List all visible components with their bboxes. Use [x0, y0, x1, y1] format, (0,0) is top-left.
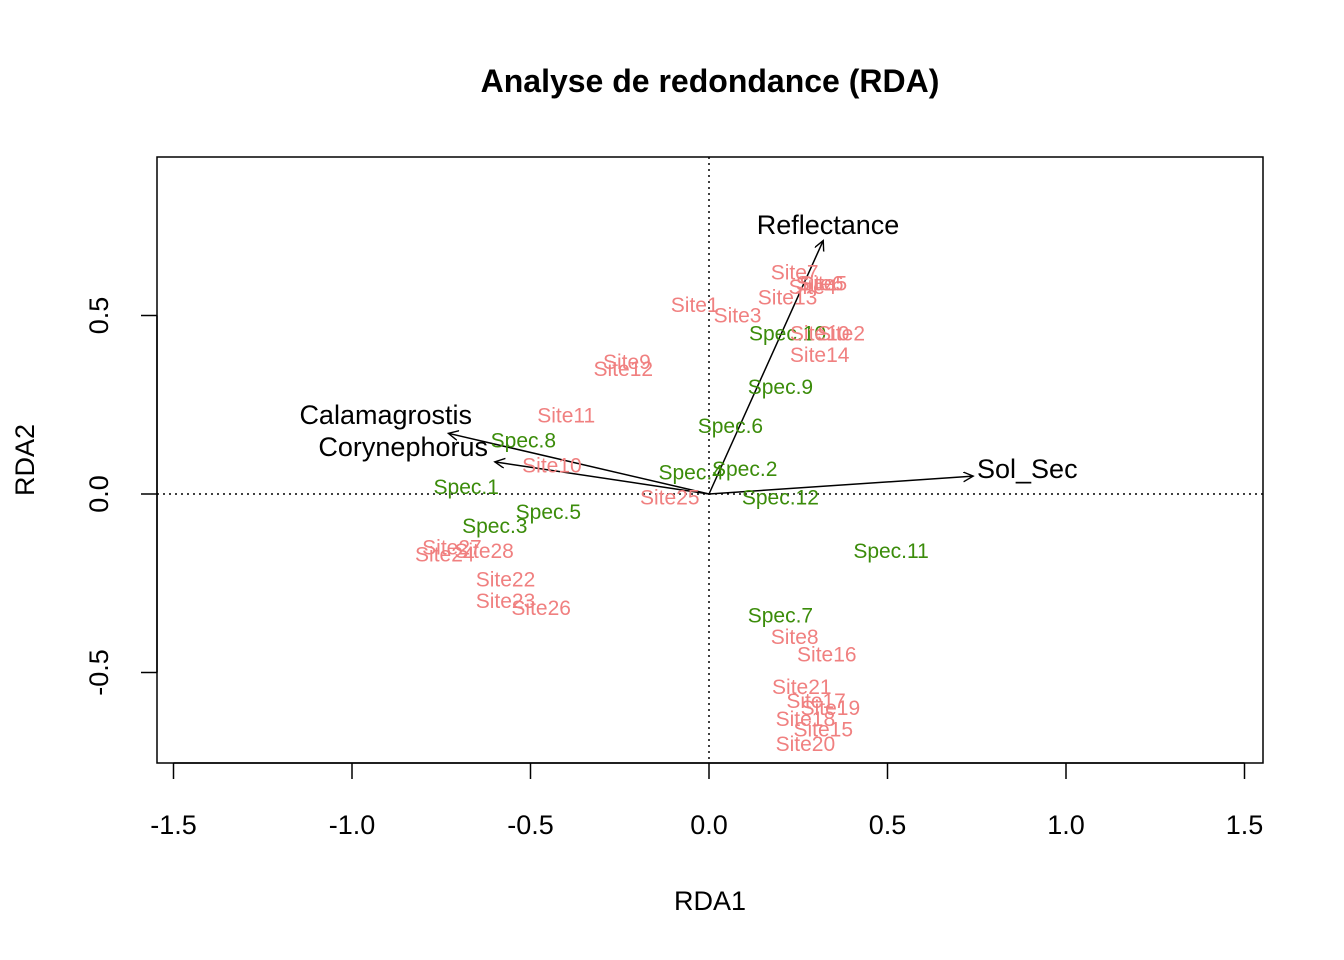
x-tick-label: 0.5 [869, 810, 907, 840]
site-label: Site15 [793, 719, 853, 742]
x-tick-label: 1.5 [1226, 810, 1264, 840]
site-label: Site18 [776, 708, 836, 731]
arrow-corynephorus [495, 462, 710, 495]
site-label: Site25 [640, 487, 700, 510]
arrow-calamagrostis [448, 433, 710, 495]
species-label: Spec.6 [698, 415, 763, 438]
site-label: Site9 [603, 351, 651, 374]
site-label: Site2 [817, 322, 865, 345]
y-tick-label: -0.5 [84, 649, 114, 696]
site-label: Site11 [537, 404, 595, 427]
site-label: Site3 [714, 305, 762, 328]
site-label: Site28 [454, 540, 514, 563]
species-label: Spec.5 [516, 501, 581, 524]
site-label: Site12 [594, 358, 654, 381]
species-label: Spec.7 [748, 604, 813, 627]
arrow-label: Reflectance [757, 210, 900, 240]
species-label: Spec.10 [749, 322, 826, 345]
site-label: Site22 [476, 569, 536, 592]
site-label: Site10 [522, 454, 582, 477]
chart-title: Analyse de redondance (RDA) [481, 63, 940, 99]
species-label: Spec.3 [462, 515, 527, 538]
site-label: Site27 [422, 537, 482, 560]
arrow-reflectance [708, 241, 823, 495]
site-label: Site14 [790, 344, 850, 367]
x-tick-label: -1.5 [150, 810, 197, 840]
site-label: Site13 [758, 287, 818, 310]
site-label: Site19 [801, 697, 861, 720]
y-tick-label: 0.0 [84, 475, 114, 513]
x-tick-label: 0.0 [690, 810, 728, 840]
arrow-label: Sol_Sec [977, 454, 1078, 484]
arrow-label: Calamagrostis [299, 400, 472, 430]
species-label: Spec.2 [712, 458, 777, 481]
site-label: Site1 [671, 294, 719, 317]
x-tick-label: -1.0 [329, 810, 376, 840]
site-label: Site23 [476, 590, 536, 613]
site-label: Site20 [776, 733, 836, 756]
species-label: Spec.8 [491, 429, 556, 452]
site-label: Site16 [797, 644, 857, 667]
arrow-label: Corynephorus [318, 432, 488, 462]
site-label: Site10 [790, 322, 850, 345]
environmental-arrows [448, 241, 973, 495]
site-label: Site6 [796, 272, 844, 295]
x-tick-label: -0.5 [507, 810, 554, 840]
site-label: Site26 [511, 597, 571, 620]
site-label: Site4 [789, 276, 837, 299]
axis-ticks: -1.5 -1.0 -0.5 0.0 0.5 1.0 1.5 -0.5 0.0 0.5 [84, 297, 1263, 840]
x-axis-label: RDA1 [674, 886, 746, 916]
site-label: Site7 [771, 262, 819, 285]
y-tick-label: 0.5 [84, 297, 114, 335]
species-label: Spec.4 [658, 462, 724, 485]
site-label: Site5 [799, 272, 847, 295]
site-label: Site8 [771, 626, 819, 649]
site-label: Site21 [772, 676, 832, 699]
x-tick-label: 1.0 [1047, 810, 1085, 840]
species-label: Spec.1 [434, 476, 499, 499]
site-label: Site17 [786, 690, 846, 713]
species-label: Spec.12 [742, 487, 819, 510]
species-label: Spec.11 [853, 540, 929, 563]
species-label: Spec.9 [748, 376, 813, 399]
site-label: Site24 [415, 544, 475, 567]
arrow-sol-sec [708, 476, 973, 495]
y-axis-label: RDA2 [10, 424, 40, 496]
